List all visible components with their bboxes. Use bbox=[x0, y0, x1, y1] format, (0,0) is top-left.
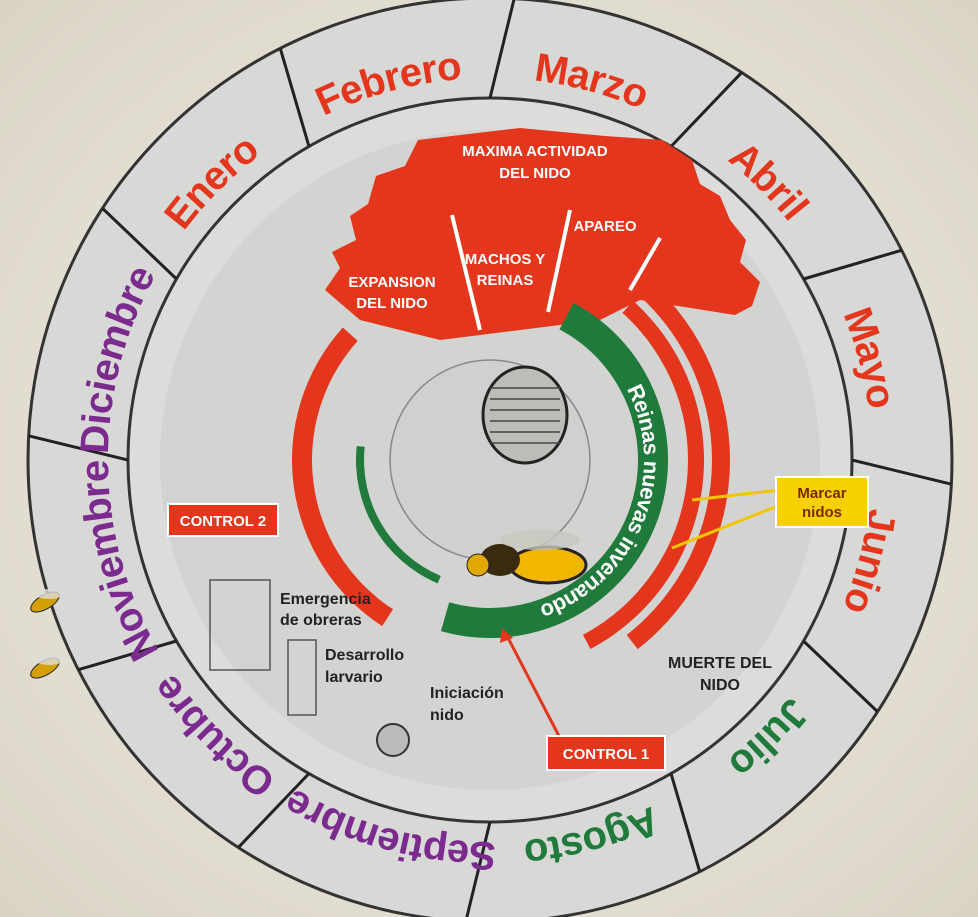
small-wasp-wing bbox=[35, 655, 63, 665]
wasp-head bbox=[467, 554, 489, 576]
desarrollo-line-1: Desarrollo bbox=[325, 647, 404, 664]
apareo: APAREO bbox=[573, 218, 636, 235]
diagram: EneroFebreroMarzoAbrilMayoJunioJulioAgos… bbox=[0, 0, 978, 917]
expansion-line-1: EXPANSION bbox=[348, 274, 435, 291]
emergencia-line-1: Emergencia bbox=[280, 591, 371, 608]
nest-comb bbox=[483, 367, 567, 463]
muerte-line-1: MUERTE DEL bbox=[668, 655, 772, 672]
control-1: CONTROL 1 bbox=[563, 746, 649, 763]
wasp-abdomen bbox=[510, 547, 586, 583]
wasp-wing bbox=[500, 530, 580, 550]
small-wasp-wing bbox=[35, 589, 63, 599]
marcar-line-1: Marcar bbox=[797, 485, 846, 502]
emergencia-line-2: de obreras bbox=[280, 612, 362, 629]
control-2: CONTROL 2 bbox=[180, 513, 266, 530]
machos-line-2: REINAS bbox=[477, 272, 534, 289]
iniciacion-line-2: nido bbox=[430, 707, 464, 724]
marcar-line-2: nidos bbox=[802, 504, 842, 521]
sketch-nido bbox=[377, 724, 409, 756]
desarrollo-line-2: larvario bbox=[325, 669, 383, 686]
machos-line-1: MACHOS Y bbox=[465, 251, 546, 268]
iniciacion-line-1: Iniciación bbox=[430, 685, 504, 702]
expansion-line-2: DEL NIDO bbox=[356, 295, 428, 312]
muerte-line-2: NIDO bbox=[700, 677, 740, 694]
maxima-line-2: DEL NIDO bbox=[499, 165, 571, 182]
maxima-line-1: MAXIMA ACTIVIDAD bbox=[462, 143, 608, 160]
